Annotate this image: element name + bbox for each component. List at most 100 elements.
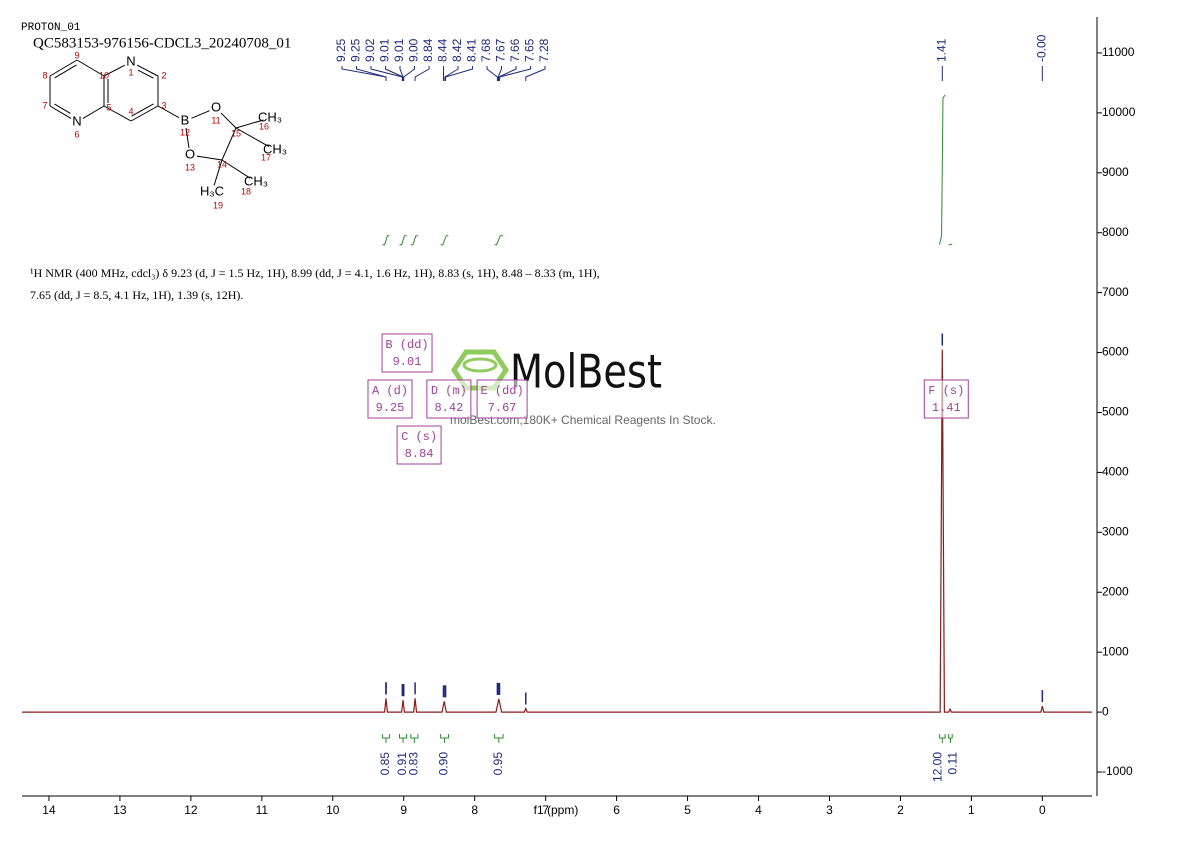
bond [103,105,132,122]
peak-connector [499,66,532,81]
peak-connector [356,66,387,81]
multiplet-label: F (s) [928,384,964,398]
peak-connector [370,66,403,81]
integral-bracket [494,734,504,743]
integral-bracket [440,734,449,743]
atom-symbol: H₃C [200,183,224,198]
atom-symbol: O [185,146,195,161]
peak-label: 8.42 [450,38,464,62]
integral-curve [410,235,418,246]
y-tick-label: 5000 [1102,405,1129,419]
x-tick-label: 8 [471,803,478,817]
peak-connector [341,66,387,81]
peak-connector [444,66,459,81]
atom-symbol: N [126,53,135,68]
peak-label: 7.65 [523,38,537,62]
atom-symbol: B [181,112,190,127]
x-tick-label: 12 [184,803,198,817]
x-tick-label: 7 [542,803,549,817]
multiplet-box [367,379,413,419]
peak-connector [403,66,416,81]
bond [82,105,105,119]
bond-double [137,69,154,79]
multiplet-shift: 8.84 [405,447,434,461]
peak-label: 8.44 [436,38,450,62]
bond [221,159,251,179]
y-tick-label: 1000 [1102,644,1129,658]
atom-number: 18 [241,186,251,196]
multiplet-box [381,333,433,373]
atom-number: 5 [106,102,111,112]
atom-number: 9 [74,50,79,60]
x-tick-label: 4 [755,803,762,817]
integral-bracket [948,734,953,743]
y-tick-label: 2000 [1102,584,1129,598]
peak-label: 7.68 [479,38,493,62]
integral-bracket [381,734,391,743]
peak-connector [498,66,517,81]
bond-double [54,103,71,114]
peak-label: 8.84 [421,38,435,62]
atom-symbol: CH₃ [244,173,268,188]
peak-label: 9.25 [334,38,348,62]
x-tick-label: 3 [826,803,833,817]
x-tick-label: 5 [684,803,691,817]
logo-ring [462,357,498,373]
multiplet-shift: 1.41 [932,401,961,415]
integral-curve [938,94,946,245]
y-tick-label: 0 [1102,704,1109,718]
x-tick-label: 2 [897,803,904,817]
bond [191,110,210,119]
multiplet-label: B (dd) [385,338,428,352]
peak-label: 7.66 [508,38,522,62]
y-tick-label: -1000 [1102,764,1133,778]
atom-number: 19 [213,200,223,210]
y-tick-label: 3000 [1102,525,1129,539]
bond [221,127,237,161]
bond [213,159,223,186]
atom-number: 2 [161,70,166,80]
peak-connector [445,66,474,81]
multiplet-label: D (m) [431,384,467,398]
integral-label: 0.83 [407,752,421,776]
bond [49,59,78,77]
peak-label: 7.28 [537,38,551,62]
y-tick-label: 4000 [1102,465,1129,479]
peak-label: 9.00 [407,38,421,62]
atom-number: 13 [185,162,195,172]
multiplet-box [923,379,969,419]
peak-connector [486,66,498,81]
bond [157,105,180,119]
atom-number: 17 [261,152,271,162]
peak-connector [497,66,503,81]
bond [235,127,270,147]
y-tick-label: 9000 [1102,165,1129,179]
atom-number: 3 [161,100,166,110]
x-tick-label: 1 [968,803,975,817]
subtitle: QC583153-976156-CDCL3_20240708_01 [33,35,291,51]
multiplet-shift: 9.01 [393,355,422,369]
multiplet-shift: 8.42 [434,401,463,415]
y-tick-label: 7000 [1102,285,1129,299]
integral-curve [948,243,953,246]
peak-label: 7.67 [494,38,508,62]
bond-double [131,103,154,117]
x-tick-label: 14 [42,803,56,817]
peak-label: 8.41 [465,38,479,62]
integral-label: 0.85 [378,752,392,776]
integral-label: 0.91 [395,752,409,776]
atom-number: 8 [42,70,47,80]
multiplet-label: E (dd) [480,384,523,398]
y-tick-label: 10000 [1102,105,1136,119]
integral-curve [382,235,390,246]
title: PROTON_01 [21,22,81,34]
bond [185,127,190,149]
integral-bracket [410,734,419,743]
bond [103,64,126,77]
x-tick-label: 9 [400,803,407,817]
bond-double [54,64,77,79]
atom-number: 6 [74,129,79,139]
x-tick-label: 10 [326,803,340,817]
x-tick-label: 13 [113,803,127,817]
